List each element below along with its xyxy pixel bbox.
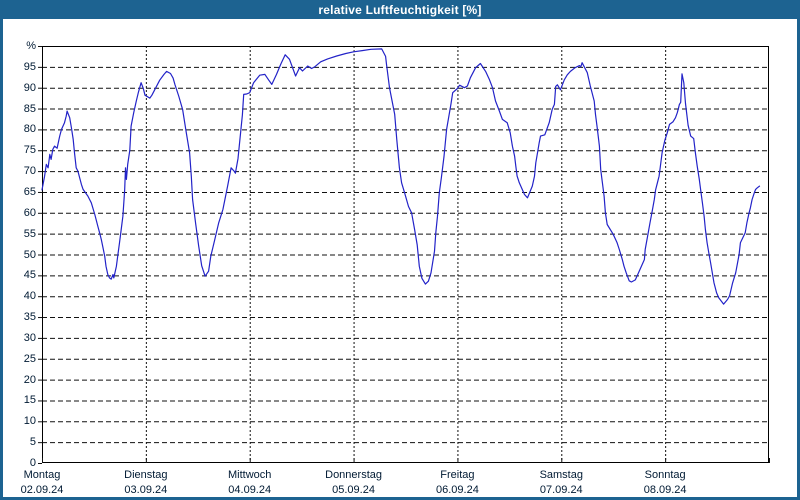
humidity-line-series <box>41 48 761 305</box>
x-axis-day-label: Sonntag <box>644 469 686 481</box>
chart-canvas <box>38 46 770 464</box>
y-axis-label: 90 <box>23 81 36 94</box>
y-axis-label: 5 <box>29 436 36 449</box>
y-axis-label: 40 <box>23 290 36 303</box>
y-axis-label: 25 <box>23 352 36 365</box>
x-axis-day-label-group: Sonntag 08.09.24 <box>617 468 713 497</box>
x-axis-date-label: 04.09.24 <box>228 484 272 496</box>
y-axis-label: 95 <box>23 60 36 73</box>
y-axis-label: 80 <box>23 123 36 136</box>
x-axis-day-label: Mittwoch <box>228 469 272 481</box>
y-axis-label: 60 <box>23 206 36 219</box>
x-axis-day-label: Samstag <box>539 469 583 481</box>
x-axis-day-label: Freitag <box>440 469 475 481</box>
x-axis-day-label-group: Freitag 06.09.24 <box>409 468 505 497</box>
x-axis-day-label-group: Donnerstag 05.09.24 <box>306 468 402 497</box>
y-axis-label: 75 <box>23 144 36 157</box>
y-axis-label: 10 <box>23 415 36 428</box>
y-axis-label: 65 <box>23 185 36 198</box>
y-axis-label: 20 <box>23 373 36 386</box>
y-axis-label: 30 <box>23 331 36 344</box>
x-axis-date-label: 03.09.24 <box>124 484 168 496</box>
y-axis-label: 85 <box>23 102 36 115</box>
y-axis-label: 55 <box>23 227 36 240</box>
x-axis-date-label: 02.09.24 <box>20 484 64 496</box>
x-axis-day-label: Montag <box>23 469 61 481</box>
window-title: relative Luftfeuchtigkeit [%] <box>318 2 482 17</box>
y-axis-label: % <box>26 40 36 52</box>
x-axis-day-label: Donnerstag <box>325 469 382 481</box>
y-axis-label: 15 <box>23 394 36 407</box>
plot-frame <box>42 46 769 463</box>
x-axis-date-label: 08.09.24 <box>643 484 687 496</box>
y-axis-label: 70 <box>23 165 36 178</box>
x-axis-day-label-group: Dienstag 03.09.24 <box>98 468 194 497</box>
x-axis-date-label: 06.09.24 <box>436 484 479 496</box>
x-axis-day-label-group: Montag 02.09.24 <box>3 468 90 497</box>
x-axis-date-label: 05.09.24 <box>332 484 375 496</box>
window-titlebar: relative Luftfeuchtigkeit [%] <box>3 2 797 19</box>
chart-area: % 95 90 85 80 75 70 65 60 55 50 45 40 35 30 25 20 15 10 5 0 … <box>3 3 797 497</box>
y-axis-label: 45 <box>23 269 36 282</box>
y-axis-label: 50 <box>23 248 36 261</box>
x-axis-day-label-group: Mittwoch 04.09.24 <box>202 468 298 497</box>
x-axis-day-label-group: Samstag 07.09.24 <box>513 468 609 497</box>
y-axis-label: 35 <box>23 311 36 324</box>
x-axis-date-label: 07.09.24 <box>539 484 583 496</box>
x-axis-day-label: Dienstag <box>124 469 168 481</box>
y-axis-label: 0 <box>29 457 36 469</box>
